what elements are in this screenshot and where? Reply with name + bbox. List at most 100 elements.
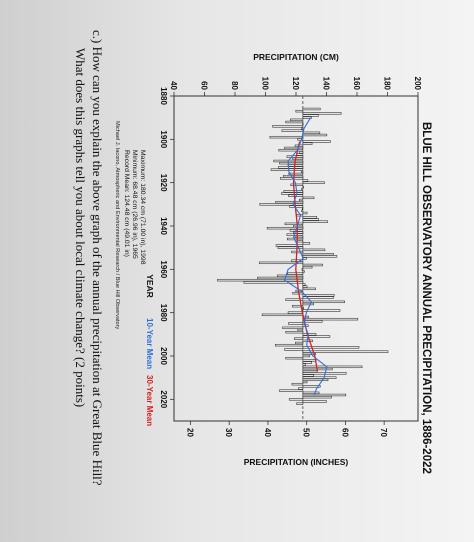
- precip-bar: [302, 354, 311, 358]
- precip-bar: [302, 287, 316, 291]
- precip-bar: [285, 298, 304, 301]
- inch-tick-label: 50: [302, 428, 311, 437]
- precip-bar: [302, 131, 321, 135]
- precip-bar: [282, 326, 304, 330]
- precip-bar: [269, 135, 304, 139]
- precip-bar: [302, 374, 314, 377]
- precip-bar: [302, 252, 334, 256]
- inch-tick-label: 60: [340, 428, 349, 437]
- precip-bar: [301, 187, 304, 191]
- inch-tick-label: 20: [185, 428, 194, 437]
- precip-bar: [302, 242, 311, 245]
- precip-bar: [302, 133, 328, 137]
- precip-bar: [243, 281, 304, 284]
- precip-bar: [283, 174, 304, 178]
- precip-bar: [301, 209, 304, 213]
- precip-bar: [302, 361, 313, 364]
- precip-bar: [302, 333, 317, 336]
- cm-tick-label: 140: [322, 77, 331, 91]
- precip-bar: [270, 168, 304, 171]
- credit-text: Michael J. Iacono, Atmospheric and Envir…: [114, 121, 120, 330]
- x-tick-label: 1940: [159, 217, 168, 235]
- precip-bar: [295, 341, 304, 345]
- precip-bar: [288, 322, 304, 325]
- x-tick-label: 2020: [159, 390, 168, 408]
- right-axis-label: PRECIPITATION (INCHES): [244, 457, 349, 467]
- precip-bar: [272, 125, 304, 128]
- precip-bar: [302, 365, 363, 369]
- precip-bar: [302, 302, 314, 306]
- precip-bar: [302, 255, 338, 258]
- x-tick-label: 1880: [159, 87, 168, 105]
- precip-bar: [284, 348, 304, 351]
- precip-bar: [281, 192, 304, 195]
- precip-bar: [302, 285, 308, 288]
- precip-bar: [302, 363, 306, 366]
- precip-bar: [276, 274, 304, 278]
- precip-bar: [302, 294, 335, 297]
- cm-tick-label: 200: [413, 77, 422, 91]
- precip-bar: [297, 328, 304, 332]
- precip-bar: [292, 157, 304, 161]
- precip-bar: [302, 393, 347, 397]
- precip-bar: [302, 179, 309, 182]
- precip-bar: [294, 235, 304, 239]
- ten-year-mean-line: [283, 117, 328, 396]
- precip-bar: [287, 311, 304, 314]
- legend-ten-year: 10-Year Mean: [145, 318, 154, 369]
- inch-tick-label: 30: [224, 428, 233, 437]
- precip-bar: [281, 129, 304, 132]
- question-line-2: What does this graphs tell you about loc…: [73, 48, 88, 408]
- precip-bar: [275, 244, 304, 247]
- precip-bar: [302, 114, 319, 117]
- cm-tick-label: 160: [352, 77, 361, 91]
- cm-tick-label: 40: [169, 81, 178, 90]
- precip-bar: [259, 203, 304, 206]
- precip-bar: [302, 380, 308, 384]
- precip-bar: [302, 181, 325, 184]
- legend-thirty-year: 30-Year Mean: [145, 375, 154, 426]
- precip-bar: [278, 166, 304, 169]
- thirty-year-mean-line: [292, 141, 319, 372]
- precip-bar: [299, 151, 304, 154]
- precip-bar: [286, 155, 304, 158]
- inch-tick-label: 70: [379, 428, 388, 437]
- precip-bar: [280, 177, 304, 180]
- precip-bar: [287, 272, 304, 275]
- x-tick-label: 2000: [159, 347, 168, 365]
- precip-bar: [299, 198, 304, 202]
- cm-tick-label: 80: [230, 81, 239, 90]
- precip-bar: [302, 359, 317, 362]
- precip-bar: [295, 109, 304, 113]
- precip-bar: [302, 317, 359, 321]
- cm-tick-label: 60: [200, 81, 209, 90]
- precip-bar: [302, 265, 313, 269]
- precip-bar: [302, 220, 328, 223]
- precip-bar: [302, 320, 323, 323]
- stat-maximum: Maximum: 180.34 cm (71.00 in), 1998: [139, 150, 146, 265]
- precip-bar: [302, 400, 327, 403]
- precip-bar: [296, 402, 304, 405]
- precip-bar: [298, 387, 304, 390]
- cm-tick-label: 180: [383, 77, 392, 91]
- stat-record-mean: Record Mean: 124.48 cm (49.01 in): [123, 150, 130, 257]
- axes-group: 1880 1900 1920 1940 1960 1980 2000 2020 40 60 80 10…: [159, 77, 422, 438]
- precip-bar: [302, 196, 315, 200]
- precip-bar: [302, 218, 319, 221]
- precip-bar: [279, 389, 304, 392]
- precip-bar: [297, 138, 304, 141]
- precip-bar: [283, 190, 304, 193]
- x-axis-label: YEAR: [145, 274, 155, 298]
- precip-bar: [302, 142, 313, 145]
- precip-bar: [284, 222, 304, 226]
- precip-bar: [302, 300, 345, 304]
- precip-bar: [261, 313, 304, 317]
- precip-bar: [302, 391, 320, 395]
- precip-bar: [302, 376, 337, 379]
- precip-bar: [302, 395, 332, 399]
- precip-bar: [257, 276, 304, 280]
- question-text: c.) How can you explain the above graph …: [72, 30, 106, 530]
- precip-bar: [302, 335, 331, 338]
